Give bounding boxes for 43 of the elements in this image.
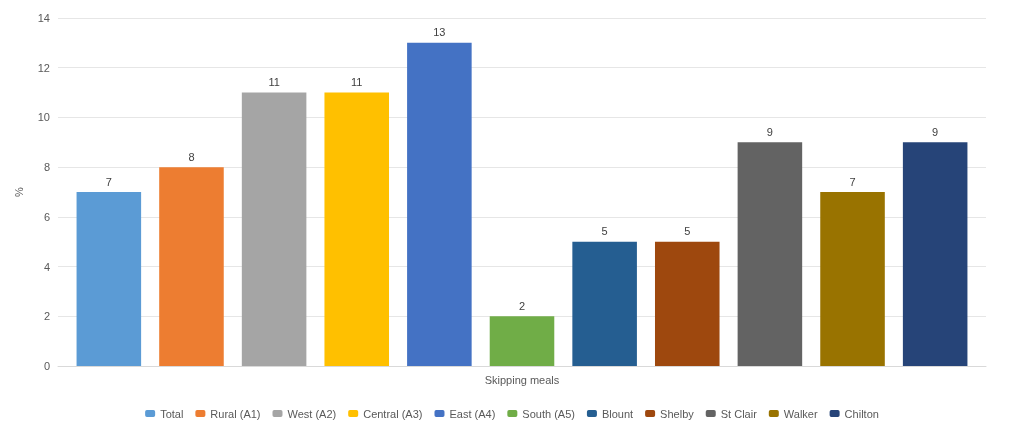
y-tick-label: 6 bbox=[43, 210, 50, 223]
legend-label: Chilton bbox=[844, 407, 879, 420]
y-axis-title: % bbox=[12, 186, 25, 197]
bar bbox=[737, 142, 803, 366]
legend-label: Walker bbox=[783, 407, 818, 420]
legend-label: Central (A3) bbox=[363, 407, 423, 420]
bar bbox=[76, 192, 142, 366]
data-label: 2 bbox=[518, 299, 526, 312]
y-tick-label: 12 bbox=[37, 61, 50, 74]
data-label: 7 bbox=[849, 175, 856, 188]
legend-label: Total bbox=[160, 407, 184, 420]
legend-label: St Clair bbox=[720, 407, 758, 420]
data-label: 9 bbox=[932, 125, 939, 138]
legend-label: East (A4) bbox=[449, 407, 496, 420]
data-label: 5 bbox=[684, 225, 691, 238]
y-tick-label: 4 bbox=[43, 260, 50, 273]
x-tick-label: Skipping meals bbox=[484, 373, 560, 386]
y-tick-label: 14 bbox=[37, 12, 50, 24]
bar bbox=[241, 92, 307, 366]
bar bbox=[654, 241, 720, 366]
data-label: 7 bbox=[105, 175, 112, 188]
data-label: 13 bbox=[433, 26, 446, 39]
bar bbox=[489, 316, 555, 366]
data-label: 11 bbox=[268, 76, 280, 89]
data-label: 8 bbox=[188, 150, 195, 163]
y-tick-label: 0 bbox=[43, 360, 50, 372]
legend-label: Shelby bbox=[660, 407, 695, 420]
bar bbox=[407, 42, 472, 366]
bar bbox=[902, 142, 968, 366]
bar bbox=[820, 192, 885, 366]
bar bbox=[572, 241, 637, 366]
bar bbox=[324, 92, 390, 366]
legend-label: South (A5) bbox=[522, 407, 575, 420]
y-tick-label: 10 bbox=[37, 111, 50, 124]
data-label: 11 bbox=[351, 76, 363, 89]
data-label: 9 bbox=[766, 125, 773, 138]
legend-label: Rural (A1) bbox=[210, 407, 261, 420]
y-tick-label: 2 bbox=[43, 310, 50, 323]
data-label: 5 bbox=[601, 225, 608, 238]
legend-label: West (A2) bbox=[287, 407, 337, 420]
bar bbox=[159, 167, 224, 366]
y-tick-label: 8 bbox=[43, 161, 50, 174]
legend-label: Blount bbox=[601, 407, 634, 420]
